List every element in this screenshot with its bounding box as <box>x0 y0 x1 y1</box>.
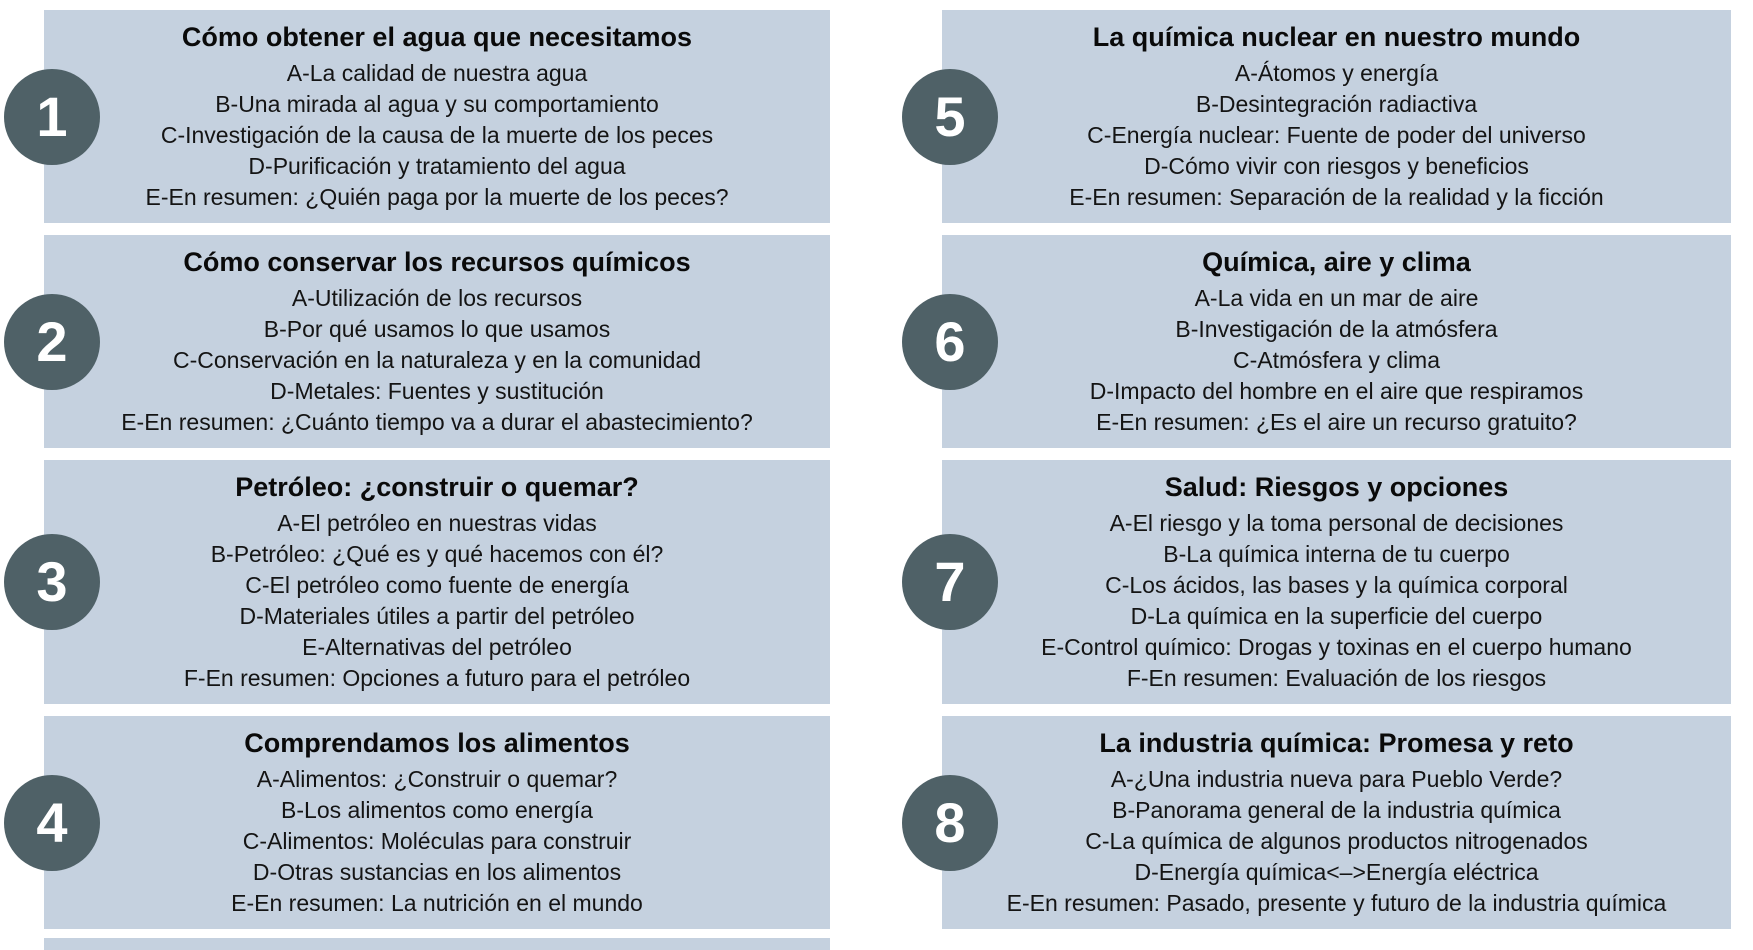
chapter-number: 1 <box>36 84 68 148</box>
chapter-section-item: B-Panorama general de la industria quími… <box>1112 797 1561 823</box>
chapter-number: 7 <box>934 550 966 613</box>
chapter-title: Comprendamos los alimentos <box>244 728 630 758</box>
chapter-section-item: E-Alternativas del petróleo <box>302 634 572 660</box>
chapter-number: 5 <box>934 84 966 148</box>
chapter-section-item: D-Energía química<–>Energía eléctrica <box>1134 859 1539 885</box>
chapter-title: Salud: Riesgos y opciones <box>1164 472 1509 502</box>
partial-next-box <box>44 938 830 950</box>
left-column: 1 Cómo obtener el agua que necesitamos A… <box>4 10 830 929</box>
chapter-section-item: A-Utilización de los recursos <box>291 285 583 311</box>
chapter-title: La industria química: Promesa y reto <box>1099 728 1574 758</box>
chapter-section-item: D-Cómo vivir con riesgos y beneficios <box>1144 153 1529 179</box>
chapter-section-item: A-El riesgo y la toma personal de decisi… <box>1109 510 1564 536</box>
chapter-box-2: 2 Cómo conservar los recursos químicos A… <box>4 235 830 448</box>
chapter-number: 8 <box>934 790 966 854</box>
chapter-section-item: E-En resumen: ¿Quién paga por la muerte … <box>145 184 729 210</box>
chapter-section-item: B-Investigación de la atmósfera <box>1175 316 1498 342</box>
chapter-section-item: A-Átomos y energía <box>1234 60 1439 86</box>
chapter-section-item: B-Petróleo: ¿Qué es y qué hacemos con él… <box>210 541 664 567</box>
chapter-number-badge: 3 <box>4 534 100 630</box>
chapter-title: Cómo conservar los recursos químicos <box>183 247 691 277</box>
chapter-title: Química, aire y clima <box>1202 247 1471 277</box>
chapter-section-item: B-Por qué usamos lo que usamos <box>263 316 611 342</box>
chapter-title: La química nuclear en nuestro mundo <box>1092 22 1581 52</box>
chapter-section-item: A-¿Una industria nueva para Pueblo Verde… <box>1110 766 1563 792</box>
chapter-section-item: F-En resumen: Opciones a futuro para el … <box>183 665 691 691</box>
chapter-section-item: A-La calidad de nuestra agua <box>286 60 588 86</box>
chapter-section-item: B-Una mirada al agua y su comportamiento <box>215 91 659 117</box>
chapter-section-item: D-Materiales útiles a partir del petróle… <box>239 603 635 629</box>
chapter-section-item: C-Alimentos: Moléculas para construir <box>242 828 632 854</box>
chapter-box-4: 4 Comprendamos los alimentos A-Alimentos… <box>4 716 830 929</box>
chapter-section-item: E-En resumen: Separación de la realidad … <box>1069 184 1604 210</box>
chapter-section-item: C-El petróleo como fuente de energía <box>245 572 629 598</box>
chapter-section-item: D-Purificación y tratamiento del agua <box>248 153 626 179</box>
chapter-number: 4 <box>36 790 68 854</box>
chapter-section-item: A-Alimentos: ¿Construir o quemar? <box>256 766 618 792</box>
chapter-section-item: C-Conservación en la naturaleza y en la … <box>172 347 702 373</box>
chapter-number-badge: 4 <box>4 774 100 871</box>
chapter-section-item: D-Impacto del hombre en el aire que resp… <box>1089 378 1584 404</box>
chapter-box-5: 5 La química nuclear en nuestro mundo A-… <box>902 10 1731 223</box>
chapter-number: 2 <box>36 309 68 373</box>
chapter-box-3: 3 Petróleo: ¿construir o quemar? A-El pe… <box>4 460 830 704</box>
chapter-section-item: C-Investigación de la causa de la muerte… <box>160 122 714 148</box>
chapter-section-item: E-Control químico: Drogas y toxinas en e… <box>1041 634 1632 660</box>
chapter-title: Petróleo: ¿construir o quemar? <box>235 472 639 502</box>
chapter-section-item: E-En resumen: Pasado, presente y futuro … <box>1006 890 1667 916</box>
chapter-number-badge: 5 <box>902 68 998 165</box>
chapter-number: 6 <box>934 309 966 373</box>
chapter-section-item: C-La química de algunos productos nitrog… <box>1085 828 1588 854</box>
chapter-number-badge: 2 <box>4 293 100 390</box>
chapter-box-6: 6 Química, aire y clima A-La vida en un … <box>902 235 1731 448</box>
chapter-box-7: 7 Salud: Riesgos y opciones A-El riesgo … <box>902 460 1731 704</box>
chapter-section-item: A-El petróleo en nuestras vidas <box>277 510 597 536</box>
chapter-box-1: 1 Cómo obtener el agua que necesitamos A… <box>4 10 830 223</box>
chapter-section-item: B-Desintegración radiactiva <box>1195 91 1478 117</box>
chapter-section-item: C-Energía nuclear: Fuente de poder del u… <box>1087 122 1586 148</box>
chapter-section-item: B-Los alimentos como energía <box>281 797 593 823</box>
chapter-number: 3 <box>36 550 68 613</box>
chapter-section-item: E-En resumen: La nutrición en el mundo <box>231 890 643 916</box>
chapter-number-badge: 7 <box>902 534 998 630</box>
chapter-section-item: C-Los ácidos, las bases y la química cor… <box>1105 572 1568 598</box>
chapter-section-item: C-Atmósfera y clima <box>1232 347 1441 373</box>
chapter-number-badge: 8 <box>902 774 998 871</box>
chapter-section-item: E-En resumen: ¿Es el aire un recurso gra… <box>1096 409 1577 435</box>
chapter-section-item: A-La vida en un mar de aire <box>1194 285 1479 311</box>
chapter-section-item: B-La química interna de tu cuerpo <box>1163 541 1510 567</box>
chapter-section-item: E-En resumen: ¿Cuánto tiempo va a durar … <box>121 409 753 435</box>
chapter-title: Cómo obtener el agua que necesitamos <box>181 22 693 52</box>
chapter-number-badge: 6 <box>902 293 998 390</box>
chapter-section-item: D-Metales: Fuentes y sustitución <box>270 378 604 404</box>
chapter-section-item: D-Otras sustancias en los alimentos <box>252 859 622 885</box>
chapter-number-badge: 1 <box>4 68 100 165</box>
chapter-section-item: D-La química en la superficie del cuerpo <box>1130 603 1543 629</box>
chapter-box-8: 8 La industria química: Promesa y reto A… <box>902 716 1731 929</box>
chapter-section-item: F-En resumen: Evaluación de los riesgos <box>1126 665 1547 691</box>
right-column: 5 La química nuclear en nuestro mundo A-… <box>902 10 1731 929</box>
